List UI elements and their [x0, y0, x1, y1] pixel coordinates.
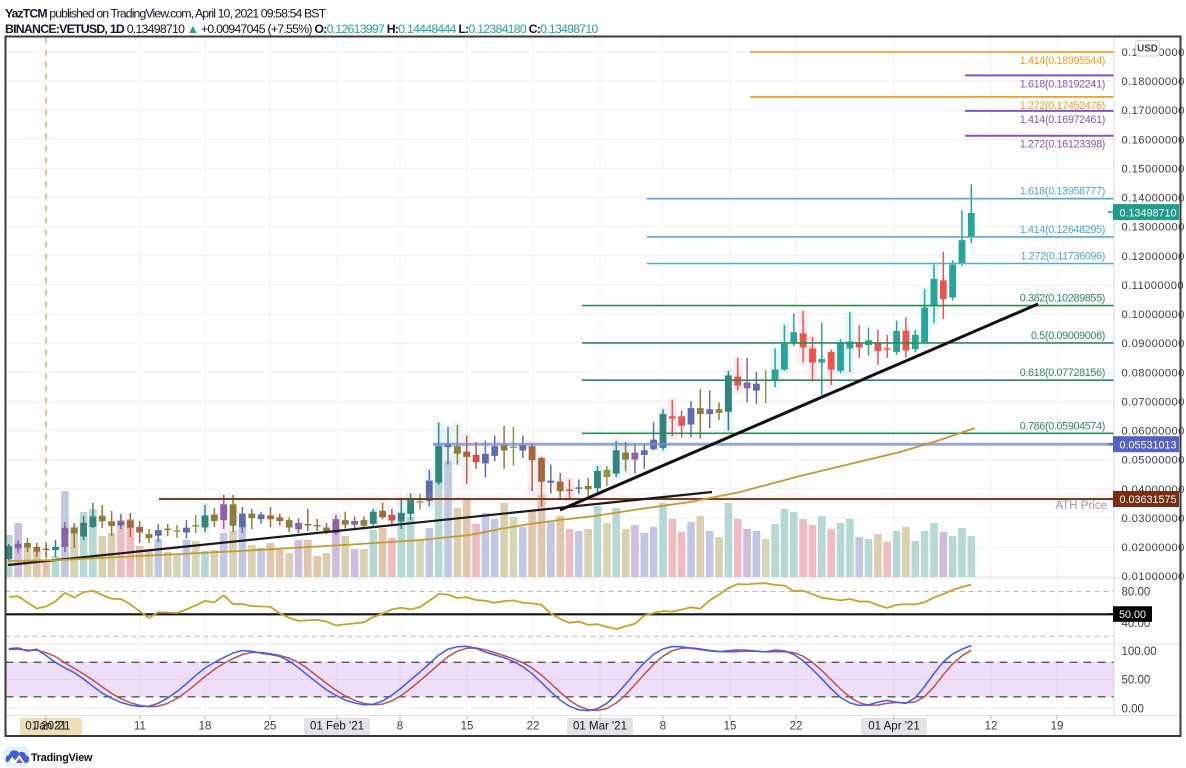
svg-text:15: 15	[724, 721, 737, 733]
svg-text:1.618(0.18192241): 1.618(0.18192241)	[1020, 78, 1105, 90]
svg-text:0.15000000: 0.15000000	[1122, 163, 1185, 175]
svg-text:50.00: 50.00	[1119, 609, 1146, 621]
svg-text:50.00: 50.00	[1122, 675, 1151, 687]
svg-text:0.09000000: 0.09000000	[1122, 338, 1185, 350]
svg-text:TradingView: TradingView	[31, 752, 93, 764]
svg-text:0.01000000: 0.01000000	[1122, 571, 1185, 583]
svg-text:0.786(0.05904574): 0.786(0.05904574)	[1020, 420, 1105, 432]
svg-text:1.272(0.17452476): 1.272(0.17452476)	[1020, 100, 1105, 112]
svg-text:01 Mar '21: 01 Mar '21	[573, 721, 627, 733]
svg-text:0.382(0.10289855): 0.382(0.10289855)	[1020, 293, 1105, 305]
svg-text:0.00: 0.00	[1122, 703, 1144, 715]
svg-text:01 2021: 01 2021	[25, 721, 67, 733]
svg-text:15: 15	[461, 721, 474, 733]
svg-text:01 Feb '21: 01 Feb '21	[310, 721, 364, 733]
svg-text:1.414(0.16972461): 1.414(0.16972461)	[1020, 114, 1105, 126]
svg-text:1.414(0.12648295): 1.414(0.12648295)	[1020, 224, 1105, 236]
svg-text:0.14000000: 0.14000000	[1122, 193, 1185, 205]
svg-text:ATH Price: ATH Price	[1055, 500, 1107, 512]
svg-text:22: 22	[790, 721, 803, 733]
svg-text:0.16000000: 0.16000000	[1122, 134, 1185, 146]
svg-text:12: 12	[985, 721, 998, 733]
svg-text:0.08000000: 0.08000000	[1122, 367, 1185, 379]
svg-text:0.05000000: 0.05000000	[1122, 455, 1185, 467]
svg-text:8: 8	[660, 721, 666, 733]
svg-text:0.13498710: 0.13498710	[1120, 207, 1177, 219]
svg-text:0.06000000: 0.06000000	[1122, 426, 1185, 438]
svg-text:0.13000000: 0.13000000	[1122, 222, 1185, 234]
svg-text:8: 8	[397, 721, 403, 733]
svg-text:USD: USD	[1137, 44, 1158, 55]
svg-text:0.618(0.07728156): 0.618(0.07728156)	[1020, 367, 1105, 379]
svg-text:0.02000000: 0.02000000	[1122, 542, 1185, 554]
svg-text:0.05531013: 0.05531013	[1120, 439, 1177, 451]
svg-text:1.272(0.11736096): 1.272(0.11736096)	[1020, 251, 1105, 263]
svg-text:0.03631575: 0.03631575	[1120, 494, 1177, 506]
svg-text:80.00: 80.00	[1122, 587, 1151, 599]
svg-text:25: 25	[264, 721, 277, 733]
svg-text:BINANCE:VETUSD, 1D 0.13498710: BINANCE:VETUSD, 1D 0.13498710 ▲ +0.00947…	[5, 22, 598, 36]
svg-text:YazTCM published on TradingVie: YazTCM published on TradingView.com, Apr…	[5, 7, 327, 21]
svg-text:0.07000000: 0.07000000	[1122, 396, 1185, 408]
svg-text:22: 22	[527, 721, 540, 733]
svg-text:1.272(0.16123398): 1.272(0.16123398)	[1020, 139, 1105, 151]
svg-text:11: 11	[134, 721, 146, 733]
svg-text:0.10000000: 0.10000000	[1122, 309, 1185, 321]
svg-text:100.00: 100.00	[1122, 646, 1157, 658]
svg-text:1.414(0.18995544): 1.414(0.18995544)	[1020, 55, 1105, 67]
svg-text:0.12000000: 0.12000000	[1122, 251, 1185, 263]
svg-text:19: 19	[1051, 721, 1064, 733]
svg-text:0.18000000: 0.18000000	[1122, 76, 1185, 88]
svg-text:0.11000000: 0.11000000	[1122, 280, 1184, 292]
svg-text:1.618(0.13958777): 1.618(0.13958777)	[1020, 186, 1105, 198]
svg-text:01 Apr '21: 01 Apr '21	[868, 721, 919, 733]
svg-text:18: 18	[199, 721, 212, 733]
svg-text:0.5(0.09009006): 0.5(0.09009006)	[1031, 330, 1105, 342]
svg-text:0.17000000: 0.17000000	[1122, 105, 1185, 117]
svg-text:0.03000000: 0.03000000	[1122, 513, 1185, 525]
svg-text:Jan '21: Jan '21	[34, 721, 71, 733]
